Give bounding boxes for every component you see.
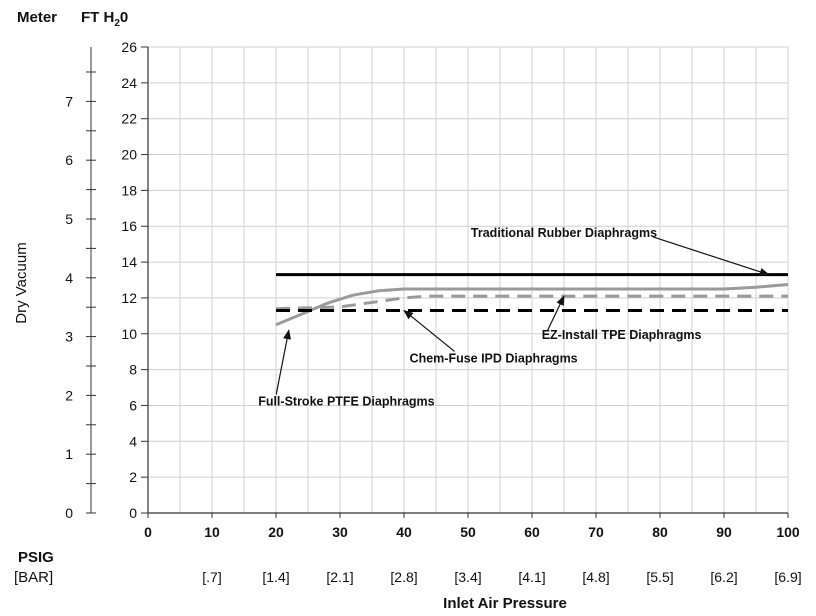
series-layer	[275, 273, 789, 327]
meter-tick-label: 1	[65, 446, 73, 462]
left-unit-label: Meter	[17, 9, 57, 26]
bar-tick-label: [4.8]	[582, 569, 609, 585]
y-tick-label: 4	[129, 433, 137, 449]
y-tick-label: 8	[129, 362, 137, 378]
bar-tick-label: [2.1]	[326, 569, 353, 585]
y-tick-label: 16	[121, 218, 137, 234]
bar-tick-label: [1.4]	[262, 569, 289, 585]
y-axis-title: Dry Vacuum	[13, 242, 30, 323]
y-tick-label: 0	[129, 505, 137, 521]
x-unit-psig: PSIG	[18, 549, 54, 566]
y-tick-label: 26	[121, 39, 137, 55]
x-tick-label: 10	[204, 524, 220, 540]
meter-tick-label: 0	[65, 505, 73, 521]
meter-tick-label: 5	[65, 211, 73, 227]
meter-tick-label: 3	[65, 329, 73, 345]
x-tick-label: 60	[524, 524, 540, 540]
x-tick-label: 20	[268, 524, 284, 540]
right-unit-prefix: FT H	[81, 9, 114, 26]
x-tick-label: 40	[396, 524, 412, 540]
bar-tick-label: [6.2]	[710, 569, 737, 585]
x-unit-bar: [BAR]	[14, 569, 53, 586]
annotation-label: Chem-Fuse IPD Diaphragms	[410, 351, 578, 365]
annotation-arrow	[547, 295, 565, 331]
y-tick-label: 20	[121, 147, 137, 163]
right-unit-suffix: 0	[120, 9, 128, 26]
annotation-label: EZ-Install TPE Diaphragms	[542, 328, 702, 342]
x-tick-label: 0	[144, 524, 152, 540]
y-tick-label: 24	[121, 75, 137, 91]
x-tick-label: 70	[588, 524, 604, 540]
meter-tick-label: 6	[65, 152, 73, 168]
meter-tick-label: 7	[65, 93, 73, 109]
y-tick-label: 22	[121, 111, 137, 127]
right-unit-label: FT H20	[81, 9, 128, 29]
annotation-layer: Traditional Rubber Diaphragms EZ-Install …	[258, 226, 770, 408]
x-tick-label: 90	[716, 524, 732, 540]
annotation-arrow	[275, 329, 291, 395]
annotation-label: Traditional Rubber Diaphragms	[471, 226, 657, 240]
y-tick-label: 2	[129, 469, 137, 485]
y-tick-label: 14	[121, 254, 137, 270]
x-tick-label: 100	[776, 524, 800, 540]
meter-tick-label: 2	[65, 387, 73, 403]
annotation-arrow	[403, 309, 455, 352]
x-tick-label: 50	[460, 524, 476, 540]
bar-tick-label: [.7]	[202, 569, 221, 585]
bar-tick-label: [5.5]	[646, 569, 673, 585]
y-tick-label: 12	[121, 290, 137, 306]
right-unit-subscript: 2	[114, 18, 120, 29]
bar-tick-label: [4.1]	[518, 569, 545, 585]
series-line-2	[275, 294, 788, 311]
annotation-label: Full-Stroke PTFE Diaphragms	[258, 394, 434, 408]
bar-tick-label: [6.9]	[774, 569, 801, 585]
meter-tick-label: 4	[65, 270, 73, 286]
annotation-arrow	[652, 236, 770, 276]
x-axis-title: Inlet Air Pressure	[443, 595, 567, 612]
y-tick-label: 6	[129, 397, 137, 413]
series-line-1	[275, 283, 789, 327]
grid	[148, 46, 789, 513]
x-tick-label: 80	[652, 524, 668, 540]
bar-tick-label: [3.4]	[454, 569, 481, 585]
y-tick-label: 18	[121, 182, 137, 198]
bar-tick-label: [2.8]	[390, 569, 417, 585]
x-tick-label: 30	[332, 524, 348, 540]
y-tick-label: 10	[121, 326, 137, 342]
